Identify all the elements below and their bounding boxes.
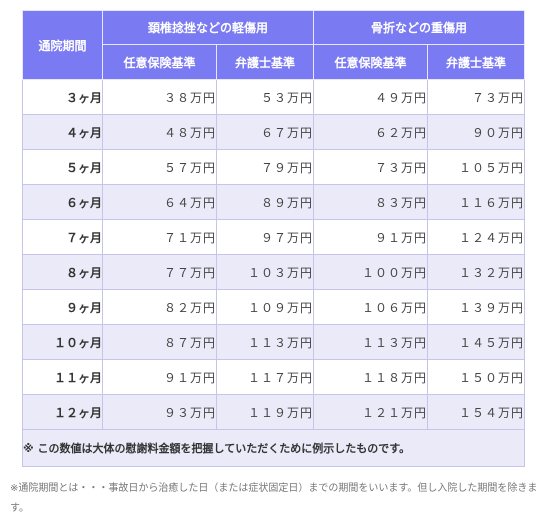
- table-row: ６ヶ月 ６４万円 ８９万円 ８３万円 １１６万円: [22, 184, 526, 220]
- light-insurance-cell: ６４万円: [102, 184, 217, 220]
- period-cell: １０ヶ月: [22, 324, 103, 360]
- table-row: ３ヶ月 ３８万円 ５３万円 ４９万円 ７３万円: [22, 79, 526, 115]
- table-row: ４ヶ月 ４８万円 ６７万円 ６２万円 ９０万円: [22, 114, 526, 150]
- heavy-lawyer-cell: １０５万円: [427, 149, 526, 185]
- period-cell: ４ヶ月: [22, 114, 103, 150]
- light-insurance-cell: ５７万円: [102, 149, 217, 185]
- table-body: ３ヶ月 ３８万円 ５３万円 ４９万円 ７３万円 ４ヶ月 ４８万円 ６７万円 ６２万円 ９０万円 ５ヶ…: [22, 79, 526, 430]
- table-row: １１ヶ月 ９１万円 １１７万円 １１８万円 １５０万円: [22, 359, 526, 395]
- heavy-insurance-cell: １００万円: [313, 254, 429, 290]
- heavy-insurance-cell: ９１万円: [313, 219, 429, 255]
- period-cell: ５ヶ月: [22, 149, 103, 185]
- table-row: ７ヶ月 ７１万円 ９７万円 ９１万円 １２４万円: [22, 219, 526, 255]
- light-lawyer-cell: ６７万円: [215, 114, 315, 150]
- heavy-insurance-cell: １２１万円: [313, 394, 429, 430]
- heavy-insurance-cell: ４９万円: [313, 79, 429, 115]
- header-heavy-insurance: 任意保険基準: [313, 44, 429, 80]
- heavy-lawyer-cell: ９０万円: [427, 114, 526, 150]
- header-period: 通院期間: [22, 10, 103, 80]
- footnote: ※通院期間とは・・・事故日から治癒した日（または症状固定日）までの期間をいいます…: [10, 483, 538, 514]
- light-lawyer-cell: １１９万円: [215, 394, 315, 430]
- heavy-insurance-cell: ６２万円: [313, 114, 429, 150]
- light-lawyer-cell: ９７万円: [215, 219, 315, 255]
- table-row: １２ヶ月 ９３万円 １１９万円 １２１万円 １５４万円: [22, 394, 526, 430]
- heavy-lawyer-cell: １４５万円: [427, 324, 526, 360]
- period-cell: ３ヶ月: [22, 79, 103, 115]
- compensation-table: 通院期間 頚椎捻挫などの軽傷用 骨折などの重傷用 任意保険基準 弁護士基準 任意…: [21, 10, 526, 467]
- light-insurance-cell: ９３万円: [102, 394, 217, 430]
- table-row: ８ヶ月 ７７万円 １０３万円 １００万円 １３２万円: [22, 254, 526, 290]
- period-cell: １１ヶ月: [22, 359, 103, 395]
- header-light-insurance: 任意保険基準: [102, 44, 217, 80]
- heavy-insurance-cell: １１３万円: [313, 324, 429, 360]
- header-heavy-lawyer: 弁護士基準: [427, 44, 526, 80]
- light-insurance-cell: ８７万円: [102, 324, 217, 360]
- heavy-lawyer-cell: １５４万円: [427, 394, 526, 430]
- light-insurance-cell: ４８万円: [102, 114, 217, 150]
- header-light-lawyer: 弁護士基準: [215, 44, 315, 80]
- table-row: ５ヶ月 ５７万円 ７９万円 ７３万円 １０５万円: [22, 149, 526, 185]
- light-lawyer-cell: １０９万円: [215, 289, 315, 325]
- heavy-insurance-cell: ８３万円: [313, 184, 429, 220]
- period-cell: ８ヶ月: [22, 254, 103, 290]
- light-lawyer-cell: １０３万円: [215, 254, 315, 290]
- light-lawyer-cell: ８９万円: [215, 184, 315, 220]
- period-cell: ９ヶ月: [22, 289, 103, 325]
- heavy-lawyer-cell: １３２万円: [427, 254, 526, 290]
- light-insurance-cell: ３８万円: [102, 79, 217, 115]
- light-insurance-cell: ８２万円: [102, 289, 217, 325]
- heavy-lawyer-cell: ７３万円: [427, 79, 526, 115]
- table-note: ※ この数値は大体の慰謝料金額を把握していただくために例示したものです。: [21, 429, 526, 467]
- light-insurance-cell: ９１万円: [102, 359, 217, 395]
- light-lawyer-cell: ７９万円: [215, 149, 315, 185]
- heavy-lawyer-cell: １１６万円: [427, 184, 526, 220]
- table-row: １０ヶ月 ８７万円 １１３万円 １１３万円 １４５万円: [22, 324, 526, 360]
- light-lawyer-cell: １１３万円: [215, 324, 315, 360]
- light-lawyer-cell: ５３万円: [215, 79, 315, 115]
- period-cell: ７ヶ月: [22, 219, 103, 255]
- light-insurance-cell: ７７万円: [102, 254, 217, 290]
- heavy-insurance-cell: １０６万円: [313, 289, 429, 325]
- light-lawyer-cell: １１７万円: [215, 359, 315, 395]
- compensation-table-container: 通院期間 頚椎捻挫などの軽傷用 骨折などの重傷用 任意保険基準 弁護士基準 任意…: [21, 10, 526, 467]
- header-heavy-injury: 骨折などの重傷用: [313, 10, 526, 45]
- heavy-insurance-cell: ７３万円: [313, 149, 429, 185]
- table-row: ９ヶ月 ８２万円 １０９万円 １０６万円 １３９万円: [22, 289, 526, 325]
- heavy-lawyer-cell: １２４万円: [427, 219, 526, 255]
- heavy-lawyer-cell: １５０万円: [427, 359, 526, 395]
- period-cell: ６ヶ月: [22, 184, 103, 220]
- period-cell: １２ヶ月: [22, 394, 103, 430]
- heavy-insurance-cell: １１８万円: [313, 359, 429, 395]
- heavy-lawyer-cell: １３９万円: [427, 289, 526, 325]
- header-light-injury: 頚椎捻挫などの軽傷用: [101, 10, 315, 45]
- light-insurance-cell: ７１万円: [102, 219, 217, 255]
